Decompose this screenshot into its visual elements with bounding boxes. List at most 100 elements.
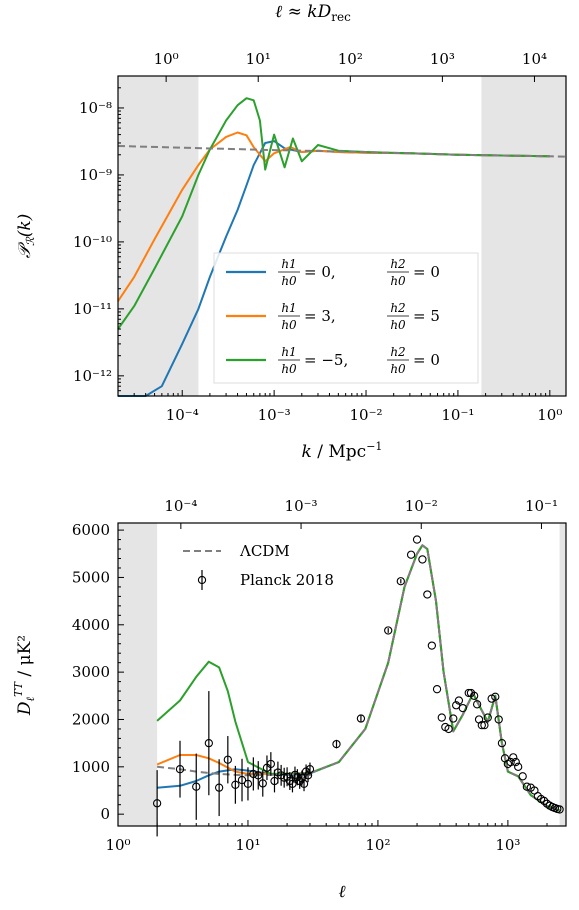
data-point xyxy=(432,685,442,694)
data-point xyxy=(418,555,427,564)
legend-value: = −5, xyxy=(304,351,348,369)
data-point xyxy=(514,762,523,771)
top-tick-label: 10⁴ xyxy=(522,50,547,68)
data-point xyxy=(152,799,162,808)
legend-entry: h1 h0 = −5, h2 h0 = 0 xyxy=(278,345,440,376)
data-point xyxy=(204,738,213,748)
legend-label: ΛCDM xyxy=(239,542,290,560)
data-point xyxy=(539,796,549,806)
top-axis-label: ℓ ≈ kDrec xyxy=(275,2,351,24)
x-tick-label: 10⁰ xyxy=(105,836,130,854)
data-point xyxy=(356,714,366,723)
legend-entry: h1 h0 = 3, h2 h0 = 5 xyxy=(278,301,440,332)
legend-value: = 3, xyxy=(304,307,336,325)
data-point xyxy=(254,771,263,780)
legend-denominator: h0 xyxy=(281,274,297,288)
data-point xyxy=(491,692,500,701)
series-line-3 xyxy=(156,544,560,812)
top-tick-label: 10⁻⁴ xyxy=(164,497,197,515)
series-line-2 xyxy=(156,544,560,812)
x-tick-label: 10⁰ xyxy=(537,406,562,424)
legend-numerator: h1 xyxy=(281,257,296,271)
data-point xyxy=(452,701,461,710)
data-point xyxy=(295,776,304,786)
x-tick-label: 10³ xyxy=(495,836,520,854)
x-axis-label: k / Mpc−1 xyxy=(302,440,383,462)
legend-value: = 0 xyxy=(413,263,440,281)
legend-numerator: h1 xyxy=(281,301,296,315)
data-point xyxy=(175,765,185,774)
legend-value: = 5 xyxy=(413,307,440,325)
series-line-1 xyxy=(156,544,560,812)
power-spectrum-panel: ℓ ≈ kDrec 10⁻⁴ 10⁻³ 10⁻² 10⁻¹ 10⁰ 10⁻¹² 10⁻¹¹ 1… xyxy=(15,2,567,462)
data-point xyxy=(427,641,437,650)
series-line-0 xyxy=(157,544,560,812)
shaded-region xyxy=(118,76,199,396)
data-point xyxy=(406,550,416,559)
top-tick-label: 10⁻¹ xyxy=(525,497,558,515)
data-point xyxy=(483,713,492,722)
series-line-3 xyxy=(117,145,567,158)
data-point xyxy=(437,713,446,722)
data-point xyxy=(288,779,297,789)
data-point xyxy=(555,805,564,814)
data-point xyxy=(412,535,422,544)
legend: ΛCDM Planck 2018 xyxy=(183,542,334,590)
legend-denominator: h0 xyxy=(390,274,406,288)
plot-frame xyxy=(117,75,567,397)
legend-denominator: h0 xyxy=(390,362,406,376)
data-point xyxy=(258,779,267,788)
top-tick-label: 10⁻³ xyxy=(285,497,318,515)
legend-label: Planck 2018 xyxy=(240,571,334,589)
data-point xyxy=(303,771,313,780)
data-point xyxy=(396,577,405,586)
plot-frame xyxy=(117,522,567,827)
y-tick-label: 2000 xyxy=(72,710,110,728)
data-point xyxy=(497,738,507,748)
legend-marker xyxy=(197,575,207,585)
series-line-2 xyxy=(117,97,550,330)
y-tick-label: 6000 xyxy=(72,521,110,539)
data-point xyxy=(454,696,464,705)
x-tick-label: 10⁻³ xyxy=(258,406,291,424)
top-tick-label: 10⁰ xyxy=(154,50,179,68)
data-point xyxy=(458,703,467,713)
legend-entry: h1 h0 = 0, h2 h0 = 0 xyxy=(278,257,440,288)
top-tick-label: 10⁻² xyxy=(405,497,438,515)
data-point xyxy=(506,757,515,767)
y-tick-label: 10⁻¹⁰ xyxy=(73,233,112,251)
y-tick-label: 10⁻¹² xyxy=(73,367,112,385)
data-point xyxy=(469,691,479,700)
data-point xyxy=(192,782,201,791)
top-tick-label: 10² xyxy=(338,50,363,68)
data-point xyxy=(522,782,532,791)
data-point xyxy=(423,590,432,599)
y-axis-label: DℓTT / μK² xyxy=(12,635,37,716)
data-point xyxy=(305,765,315,774)
data-point xyxy=(285,776,294,786)
y-tick-label: 3000 xyxy=(72,663,110,681)
data-point xyxy=(290,770,300,780)
data-point xyxy=(477,721,486,730)
x-tick-label: 10⁻¹ xyxy=(441,406,474,424)
legend-denominator: h0 xyxy=(281,318,297,332)
data-point xyxy=(472,700,482,709)
data-point xyxy=(282,772,292,781)
data-point xyxy=(223,755,232,764)
x-tick-label: 10¹ xyxy=(235,836,260,854)
data-point xyxy=(237,775,247,785)
data-point xyxy=(243,779,253,789)
data-point xyxy=(266,759,275,769)
data-point xyxy=(214,783,224,792)
legend-numerator: h2 xyxy=(390,257,405,271)
legend-denominator: h0 xyxy=(281,362,297,376)
legend-numerator: h2 xyxy=(390,301,405,315)
x-axis-label: ℓ xyxy=(338,882,345,902)
y-axis-label: 𝒫ℛ(k) xyxy=(15,214,37,259)
x-tick-label: 10⁻⁴ xyxy=(166,406,199,424)
y-tick-label: 1000 xyxy=(72,758,110,776)
legend-numerator: h1 xyxy=(281,345,296,359)
legend-denominator: h0 xyxy=(390,318,406,332)
